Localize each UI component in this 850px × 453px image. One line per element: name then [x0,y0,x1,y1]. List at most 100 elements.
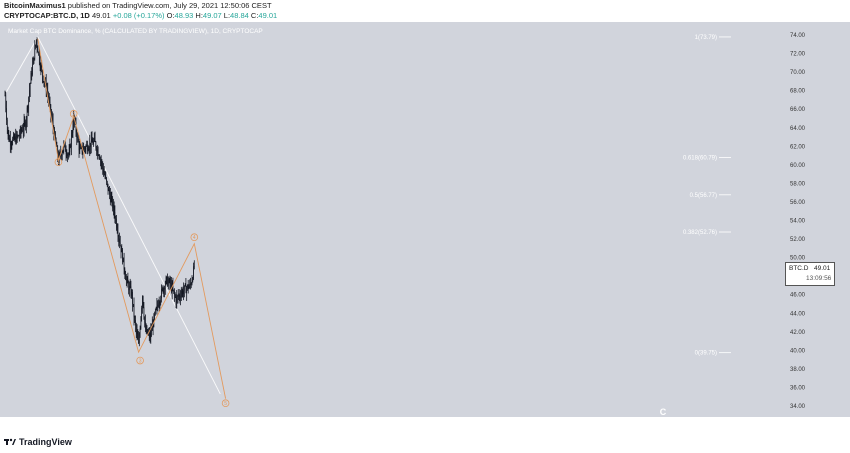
candle-body [22,130,23,132]
candle-body [161,288,162,299]
chart-plot-area[interactable]: Market Cap BTC Dominance, % (CALCULATED … [0,22,850,430]
high-label: H: [195,11,203,20]
candle-body [20,128,22,132]
candle-body [35,39,37,45]
candle-body [37,46,39,53]
candle-body [138,339,139,344]
candle-body [129,286,131,287]
candle-body [19,135,20,137]
candle-body [43,81,45,82]
candle-body [171,283,172,292]
price-tag: BTC.D 49.01 13:09:56 [785,262,835,286]
candle-body [91,138,93,143]
tradingview-logo[interactable]: TradingView [4,437,72,447]
candle-body [95,141,97,148]
candle-body [113,204,115,213]
candle-body [10,138,11,145]
candle-body [156,304,158,308]
wave-label-text: 2 [72,112,75,118]
candle-body [171,285,173,292]
candle-body [109,189,110,195]
candle-body [188,286,190,289]
candle-body [75,122,77,133]
candle-body [116,218,117,228]
candle-body [7,127,9,136]
candle-body [72,127,74,133]
publish-info: published on TradingView.com, July 29, 2… [67,1,272,10]
candle-body [155,309,156,314]
candle-body [89,142,91,149]
candle-body [41,65,42,71]
symbol-line: CRYPTOCAP:BTC.D, 1D 49.01 +0.08 (+0.17%)… [4,11,277,20]
candle-body [17,135,19,137]
candle-body [35,44,36,48]
candle-body [142,296,143,308]
candle-body [56,146,58,147]
candle-body [124,269,126,276]
candle-body [13,135,14,140]
candle-body [8,135,10,141]
candle-body [136,331,138,335]
author-name[interactable]: BitcoinMaximus1 [4,1,66,10]
candle-body [121,249,123,253]
candle-body [96,147,97,152]
candle-body [114,212,116,219]
candle-body [168,281,169,286]
y-tick-label: 44.00 [790,311,806,317]
candle-body [78,141,80,151]
candle-body [81,146,82,148]
candle-body [187,285,189,289]
chart-title: Market Cap BTC Dominance, % (CALCULATED … [8,28,263,35]
candle-body [73,115,74,128]
candle-body [31,73,33,75]
candle-body [4,95,6,96]
candle-body [86,144,87,147]
candle-body [27,107,29,109]
open-label: O: [166,11,175,20]
candle-body [100,159,101,160]
candle-body [175,296,177,303]
candle-body [77,136,79,142]
candle-body [115,218,116,220]
candle-body [52,117,53,121]
candle-body [153,315,155,327]
candle-body [85,146,87,150]
candle-body [88,148,90,150]
candle-body [69,145,71,152]
candle-body [148,332,150,334]
candle-body [32,57,34,65]
y-tick-label: 74.00 [790,33,806,39]
candle-body [39,61,41,68]
candle-body [130,286,132,296]
candle-body [160,298,162,302]
low-value: 48.84 [230,11,249,20]
y-tick-label: 42.00 [790,330,806,336]
candle-body [99,156,100,160]
chart-svg[interactable]: Market Cap BTC Dominance, % (CALCULATED … [0,22,850,430]
candle-body [48,95,49,101]
candle-body [6,120,8,128]
y-tick-label: 38.00 [790,367,806,373]
candle-body [119,238,120,243]
candle-body [15,136,16,143]
candle-body [16,134,18,137]
candle-body [79,148,81,151]
candle-body [40,65,42,68]
candle-body [122,249,123,263]
y-tick-label: 70.00 [790,70,806,76]
y-tick-label: 56.00 [790,200,806,206]
symbol-name[interactable]: CRYPTOCAP:BTC.D, 1D [4,11,90,20]
candle-body [190,283,191,286]
y-tick-label: 58.00 [790,181,806,187]
candle-body [111,198,113,199]
price-tag-symbol: BTC.D [789,265,809,272]
candle-body [150,330,152,338]
close-value: 49.01 [258,11,278,20]
candle-body [125,275,126,280]
candle-body [149,332,151,338]
candle-body [92,142,94,145]
candle-body [101,162,103,164]
candle-body [120,245,122,253]
fib-level-label: 0.618(60.79) [683,156,717,162]
candle-body [107,183,109,191]
